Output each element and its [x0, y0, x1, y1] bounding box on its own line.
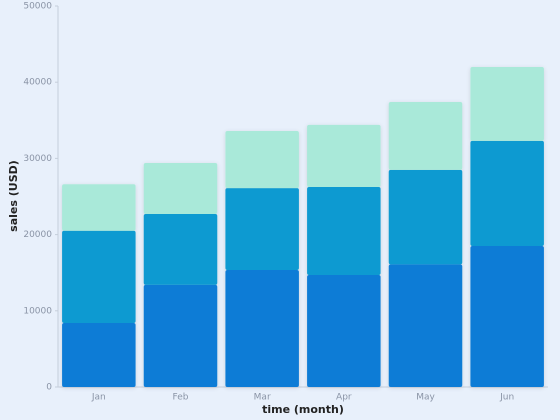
bar-segment — [470, 246, 544, 387]
bar-stack — [62, 184, 136, 387]
bar-stack — [388, 102, 463, 387]
y-tick-label: 10000 — [23, 306, 52, 316]
x-tick-label: Mar — [254, 393, 271, 403]
bar-segment — [225, 130, 299, 189]
x-tick-label: Apr — [336, 393, 352, 403]
y-axis-title: sales (USD) — [7, 160, 20, 232]
bar-segment — [62, 184, 136, 231]
bar-segment — [225, 188, 299, 271]
bar-segment — [388, 264, 463, 387]
y-tick-label: 40000 — [23, 78, 52, 88]
y-tick-label: 50000 — [23, 2, 52, 12]
bar-segment — [62, 230, 136, 323]
x-tick-label: Jun — [499, 393, 514, 403]
bar-segment — [225, 270, 299, 387]
bar-segment — [307, 186, 381, 275]
y-tick-label: 30000 — [23, 154, 52, 164]
bar-segment — [388, 169, 463, 265]
x-axis-title: time (month) — [262, 403, 344, 416]
bar-segment — [143, 214, 218, 285]
bar-segment — [470, 140, 544, 247]
bar-segment — [470, 66, 544, 141]
bar-stack — [143, 162, 218, 387]
bar-stack — [225, 130, 299, 387]
x-tick-label: Feb — [173, 393, 189, 403]
x-tick-label: Jan — [91, 393, 106, 403]
bar-segment — [143, 284, 218, 387]
bar-segment — [62, 322, 136, 387]
bar-stack — [470, 66, 544, 387]
bar-segment — [307, 124, 381, 187]
bar-segment — [143, 162, 218, 215]
y-tick-label: 20000 — [23, 230, 52, 240]
bar-stack — [307, 124, 381, 387]
bar-segment — [307, 274, 381, 387]
y-tick-label: 0 — [46, 383, 52, 393]
x-tick-label: May — [416, 393, 435, 403]
bar-segment — [388, 102, 463, 170]
